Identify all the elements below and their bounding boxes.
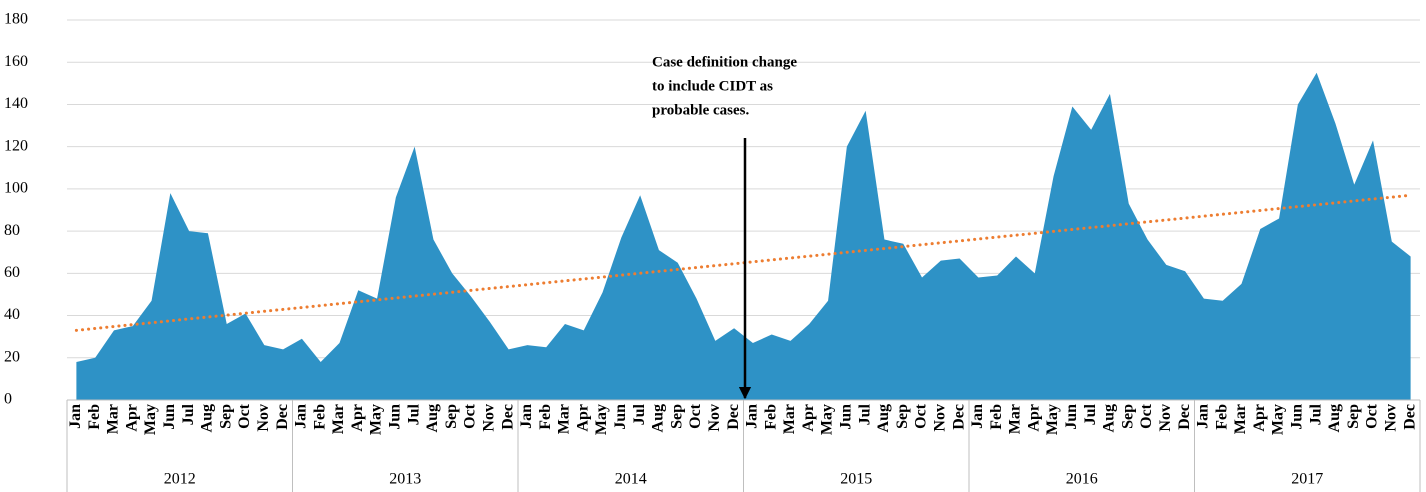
x-tick-label: May bbox=[1044, 404, 1061, 435]
x-tick-label: Jul bbox=[631, 403, 648, 425]
x-tick-label: Mar bbox=[781, 404, 798, 434]
y-tick-label: 140 bbox=[4, 95, 28, 112]
x-tick-label: Oct bbox=[1364, 403, 1381, 429]
x-tick-label: Nov bbox=[480, 404, 497, 432]
x-tick-label: Apr bbox=[1025, 404, 1042, 432]
x-tick-label: Feb bbox=[988, 404, 1005, 430]
x-tick-label: Nov bbox=[1157, 404, 1174, 432]
x-tick-label: Jan bbox=[744, 404, 761, 429]
y-tick-label: 120 bbox=[4, 137, 28, 154]
y-tick-label: 100 bbox=[4, 180, 28, 197]
x-tick-label: Jan bbox=[969, 404, 986, 429]
x-tick-label: Jun bbox=[612, 404, 629, 430]
x-tick-label: Jun bbox=[838, 404, 855, 430]
y-tick-label: 40 bbox=[4, 306, 20, 323]
x-tick-label: Jan bbox=[67, 404, 84, 429]
x-tick-label: Feb bbox=[311, 404, 328, 430]
trendline bbox=[74, 193, 1413, 332]
group-label: 2016 bbox=[1066, 471, 1098, 488]
x-tick-label: Apr bbox=[574, 404, 591, 432]
x-tick-label: Apr bbox=[800, 404, 817, 432]
x-tick-label: Jan bbox=[1195, 404, 1212, 429]
x-tick-label: Sep bbox=[1345, 404, 1362, 429]
x-tick-label: Nov bbox=[706, 404, 723, 432]
x-tick-label: Dec bbox=[950, 404, 967, 430]
x-tick-label: Apr bbox=[123, 404, 140, 432]
x-tick-label: Nov bbox=[931, 404, 948, 432]
group-label: 2013 bbox=[389, 471, 421, 488]
x-tick-label: Sep bbox=[668, 404, 685, 429]
x-tick-label: Dec bbox=[1401, 404, 1418, 430]
x-tick-label: Sep bbox=[443, 404, 460, 429]
y-tick-label: 80 bbox=[4, 222, 20, 239]
annotation: probable cases. bbox=[652, 102, 749, 118]
group-label: 2015 bbox=[840, 471, 872, 488]
x-tick-label: Mar bbox=[1232, 404, 1249, 434]
x-tick-label: Jul bbox=[405, 403, 422, 425]
x-tick-label: Aug bbox=[875, 404, 892, 432]
x-tick-label: Jan bbox=[293, 404, 310, 429]
x-tick-label: Dec bbox=[274, 404, 291, 430]
x-tick-label: Dec bbox=[499, 404, 516, 430]
x-tick-label: Nov bbox=[1382, 404, 1399, 432]
x-tick-label: Apr bbox=[349, 404, 366, 432]
x-tick-label: May bbox=[1270, 404, 1287, 435]
group-label: 2017 bbox=[1291, 471, 1323, 488]
x-tick-label: Jan bbox=[518, 404, 535, 429]
x-tick-label: Feb bbox=[86, 404, 103, 430]
x-tick-label: Jun bbox=[161, 404, 178, 430]
x-tick-label: Jun bbox=[1063, 404, 1080, 430]
area bbox=[76, 72, 1411, 401]
x-tick-label: May bbox=[593, 404, 610, 435]
x-tick-label: Mar bbox=[1007, 404, 1024, 434]
x-tick-label: May bbox=[819, 404, 836, 435]
x-tick-label: Feb bbox=[762, 404, 779, 430]
x-tick-label: Aug bbox=[650, 404, 667, 432]
x-tick-label: Dec bbox=[725, 404, 742, 430]
group-label: 2012 bbox=[164, 471, 196, 488]
x-tick-label: Jul bbox=[1307, 403, 1324, 425]
x-tick-label: Jul bbox=[180, 403, 197, 425]
x-tick-label: May bbox=[142, 404, 159, 435]
annotation: to include CIDT as bbox=[652, 78, 773, 94]
x-tick-label: Mar bbox=[105, 404, 122, 434]
x-tick-label: Jul bbox=[856, 403, 873, 425]
x-tick-label: Dec bbox=[1176, 404, 1193, 430]
x-tick-label: Jun bbox=[1289, 404, 1306, 430]
x-tick-label: Oct bbox=[687, 403, 704, 429]
group-label: 2014 bbox=[615, 471, 647, 488]
annotation: Case definition change bbox=[652, 54, 797, 70]
x-tick-label: Feb bbox=[1213, 404, 1230, 430]
x-tick-label: Oct bbox=[236, 403, 253, 429]
x-tick-label: Oct bbox=[462, 403, 479, 429]
x-tick-label: Jun bbox=[387, 404, 404, 430]
x-tick-label: Aug bbox=[199, 404, 216, 432]
y-tick-label: 0 bbox=[4, 391, 12, 408]
x-tick-label: Apr bbox=[1251, 404, 1268, 432]
x-tick-label: Aug bbox=[1101, 404, 1118, 432]
x-tick-label: May bbox=[368, 404, 385, 435]
x-tick-label: Mar bbox=[330, 404, 347, 434]
x-tick-label: Aug bbox=[1326, 404, 1343, 432]
x-tick-label: Oct bbox=[913, 403, 930, 429]
y-tick-label: 160 bbox=[4, 53, 28, 70]
x-tick-label: Jul bbox=[1082, 403, 1099, 425]
x-tick-label: Sep bbox=[894, 404, 911, 429]
x-tick-label: Nov bbox=[255, 404, 272, 432]
x-tick-label: Sep bbox=[217, 404, 234, 429]
y-tick-label: 60 bbox=[4, 264, 20, 281]
x-tick-label: Feb bbox=[537, 404, 554, 430]
y-tick-label: 20 bbox=[4, 348, 20, 365]
x-tick-label: Mar bbox=[556, 404, 573, 434]
x-tick-label: Oct bbox=[1138, 403, 1155, 429]
x-tick-label: Aug bbox=[424, 404, 441, 432]
x-tick-label: Sep bbox=[1119, 404, 1136, 429]
y-tick-label: 180 bbox=[4, 11, 28, 28]
